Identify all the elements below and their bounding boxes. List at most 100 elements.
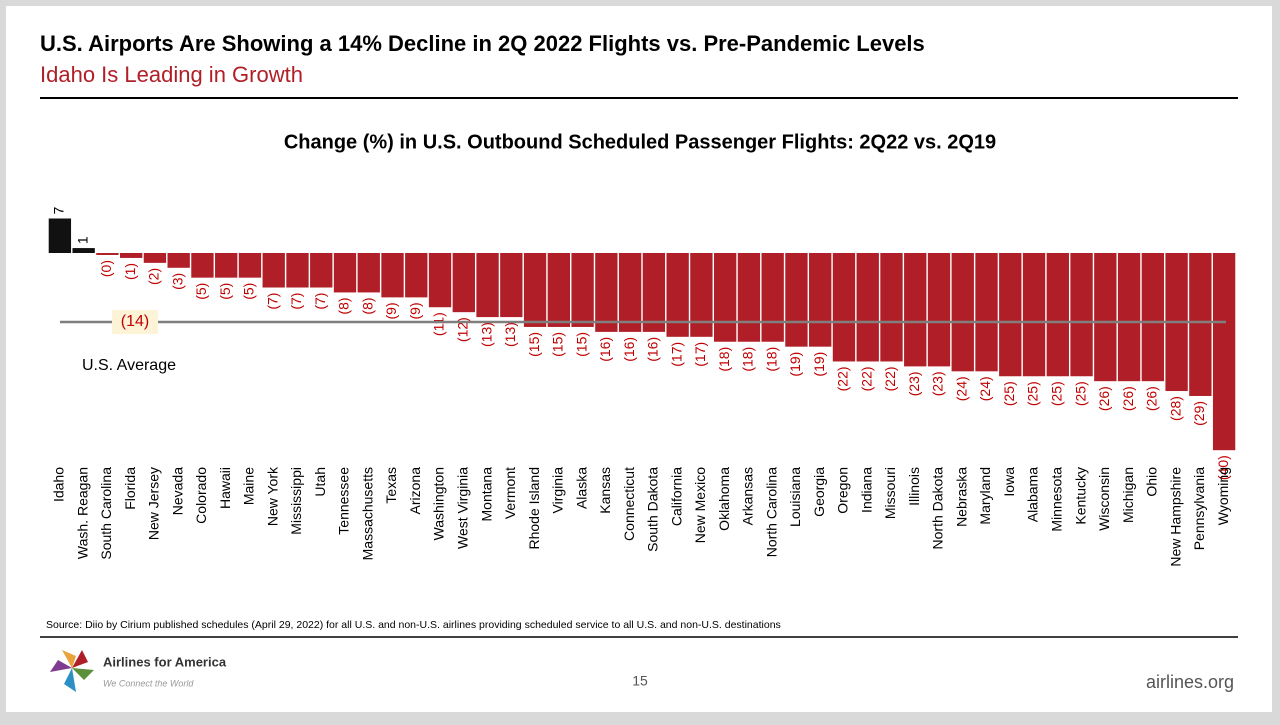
bar <box>310 253 333 288</box>
source-note: Source: Diio by Cirium published schedul… <box>46 619 781 631</box>
value-label: (8) <box>336 297 352 314</box>
bar <box>191 253 214 278</box>
value-label: (9) <box>407 302 423 319</box>
x-tick-label: Wyoming <box>1215 467 1231 525</box>
value-label: (26) <box>1144 386 1160 411</box>
x-tick-label: Arkansas <box>740 467 756 525</box>
value-label: (19) <box>787 352 803 377</box>
bar <box>357 253 380 293</box>
x-tick-label: Michigan <box>1120 467 1136 523</box>
value-label: 1 <box>74 236 90 244</box>
value-label: (13) <box>478 322 494 347</box>
bar <box>96 253 119 255</box>
bar <box>975 253 998 372</box>
x-tick-label: South Dakota <box>645 467 661 552</box>
x-tick-label: Missouri <box>882 467 898 519</box>
x-tick-label: Texas <box>383 467 399 504</box>
bar <box>1117 253 1141 382</box>
bar <box>500 253 523 318</box>
value-label: (1) <box>122 263 138 280</box>
value-label: (18) <box>763 347 779 372</box>
bar <box>119 253 143 258</box>
x-tick-label: Nebraska <box>953 467 969 527</box>
bar <box>72 248 95 253</box>
average-label-box <box>112 310 158 335</box>
bar <box>333 253 357 293</box>
logo-name: Airlines for America <box>103 654 227 669</box>
slide-subtitle: Idaho Is Leading in Growth <box>40 62 303 87</box>
value-label: (24) <box>953 376 969 401</box>
value-label: (16) <box>621 337 637 362</box>
value-label: (28) <box>1167 396 1183 421</box>
bar <box>523 253 547 327</box>
value-label: (7) <box>312 293 328 310</box>
bar <box>452 253 475 313</box>
value-label: (5) <box>193 283 209 300</box>
value-label: (11) <box>431 312 447 336</box>
x-tick-label: New Hampshire <box>1167 467 1183 567</box>
x-tick-label: Tennessee <box>336 467 352 535</box>
x-tick-label: Rhode Island <box>526 467 542 550</box>
logo-tagline: We Connect the World <box>103 678 194 688</box>
value-label: (23) <box>930 371 946 396</box>
value-label: (16) <box>645 337 661 362</box>
bar <box>1141 253 1165 382</box>
value-label: (2) <box>146 268 162 285</box>
x-tick-label: Connecticut <box>621 467 637 541</box>
value-label: (19) <box>811 352 827 377</box>
value-label: (7) <box>264 293 280 310</box>
x-tick-label: Colorado <box>193 467 209 524</box>
bar <box>666 253 689 337</box>
x-tick-label: Washington <box>431 467 447 540</box>
bar <box>690 253 713 337</box>
x-tick-label: Nevada <box>169 467 185 515</box>
x-tick-label: California <box>668 467 684 526</box>
value-label: (22) <box>858 366 874 391</box>
value-label: (17) <box>668 342 684 367</box>
x-tick-label: Kansas <box>597 467 613 514</box>
x-tick-label: Indiana <box>858 467 874 513</box>
bar <box>880 253 903 362</box>
value-label: (25) <box>1001 381 1017 406</box>
x-tick-label: Louisiana <box>787 467 803 527</box>
x-tick-label: North Carolina <box>763 467 779 557</box>
value-label: (16) <box>597 337 613 362</box>
bar <box>761 253 784 342</box>
x-tick-label: New York <box>264 466 280 526</box>
x-tick-label: Massachusetts <box>359 467 375 560</box>
bar <box>999 253 1022 377</box>
x-tick-label: Iowa <box>1001 467 1017 497</box>
x-tick-label: Wash. Reagan <box>74 467 90 559</box>
value-label: (7) <box>288 293 304 310</box>
x-tick-label: Idaho <box>51 467 67 502</box>
value-label: (15) <box>550 332 566 357</box>
bar <box>904 253 927 367</box>
bar <box>1022 253 1046 377</box>
average-label: U.S. Average <box>82 357 176 374</box>
value-label: (25) <box>1025 381 1041 406</box>
website: airlines.org <box>1146 672 1234 692</box>
value-label: (12) <box>455 317 471 342</box>
value-label: (26) <box>1096 386 1112 411</box>
bar <box>476 253 499 318</box>
x-tick-label: Alaska <box>573 467 589 509</box>
x-tick-label: West Virginia <box>455 467 471 549</box>
bar <box>238 253 262 278</box>
x-tick-label: New Mexico <box>692 467 708 543</box>
x-tick-label: Utah <box>312 467 328 497</box>
x-tick-label: Hawaii <box>217 467 233 509</box>
x-tick-label: Virginia <box>550 467 566 514</box>
bar <box>856 253 879 362</box>
page-number: 15 <box>632 673 648 689</box>
x-tick-label: New Jersey <box>146 467 162 540</box>
value-label: (29) <box>1191 401 1207 426</box>
bar <box>595 253 618 332</box>
x-tick-label: South Carolina <box>98 467 114 560</box>
bar <box>547 253 571 327</box>
x-tick-label: Minnesota <box>1049 467 1065 532</box>
x-tick-label: Alabama <box>1025 467 1041 522</box>
value-label: (22) <box>882 366 898 391</box>
x-tick-label: Wisconsin <box>1096 467 1112 531</box>
bar <box>642 253 666 332</box>
